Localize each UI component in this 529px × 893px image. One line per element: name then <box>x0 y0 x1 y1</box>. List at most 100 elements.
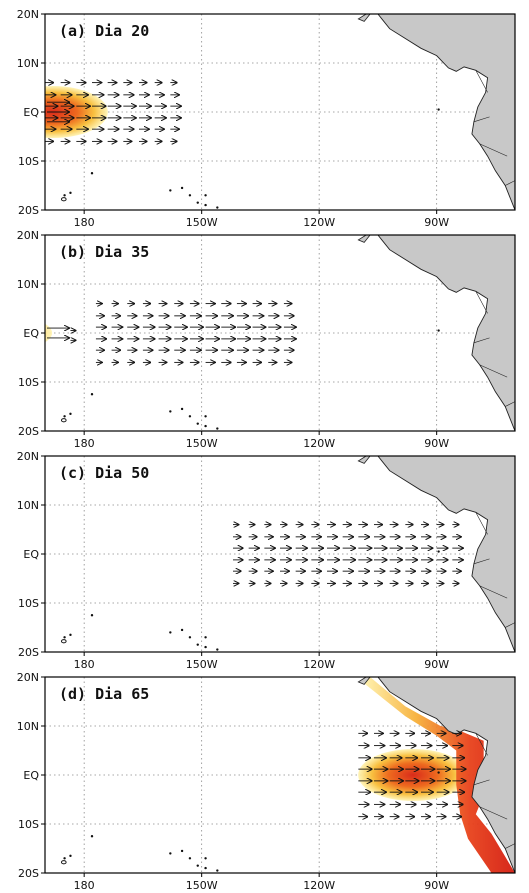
country-border <box>475 512 488 535</box>
country-border <box>479 364 508 378</box>
longitude-tick-label: 90W <box>424 437 449 450</box>
latitude-tick-label: 10N <box>17 499 39 512</box>
island-dot <box>196 643 199 646</box>
latitude-tick-label: 20N <box>17 8 39 21</box>
island-dot <box>63 857 66 860</box>
latitude-tick-label: 10S <box>18 818 39 831</box>
country-border <box>473 558 490 565</box>
island-dot <box>90 172 94 175</box>
latitude-tick-label: 20S <box>18 867 39 880</box>
country-border <box>473 116 490 123</box>
island-dot <box>69 854 72 858</box>
country-border <box>473 337 490 344</box>
island-dot <box>169 852 172 855</box>
island-dot <box>216 427 219 430</box>
panel-map-area <box>45 14 515 210</box>
country-border <box>473 779 490 786</box>
longitude-tick-label: 150W <box>186 879 218 892</box>
island-dot <box>437 771 440 774</box>
country-border <box>479 585 508 599</box>
panel-label: (c) Dia 50 <box>59 464 149 482</box>
island-dot <box>90 835 94 838</box>
longitude-tick-label: 90W <box>424 879 449 892</box>
island-dot <box>180 407 184 411</box>
latitude-tick-label: EQ <box>23 769 39 782</box>
island-outline <box>61 639 67 644</box>
island-dot <box>437 329 440 332</box>
island-dot <box>204 415 207 418</box>
country-border <box>505 843 515 849</box>
longitude-tick-label: 90W <box>424 216 449 229</box>
country-border <box>475 291 488 314</box>
latitude-tick-label: 20N <box>17 229 39 242</box>
sst-anomaly-patch <box>45 86 108 138</box>
panel-label: (b) Dia 35 <box>59 243 149 261</box>
coastal-anomaly-band <box>362 677 515 873</box>
latitude-tick-label: 20S <box>18 204 39 217</box>
latitude-tick-label: EQ <box>23 327 39 340</box>
island-dot <box>90 393 94 396</box>
baja-landmass <box>357 14 371 22</box>
island-dot <box>69 191 72 195</box>
latitude-tick-label: 10N <box>17 278 39 291</box>
island-dot <box>169 189 172 192</box>
island-outline <box>61 418 67 423</box>
panel-map-area <box>45 456 515 652</box>
longitude-tick-label: 120W <box>303 658 335 671</box>
latitude-tick-label: 20S <box>18 646 39 659</box>
longitude-tick-label: 120W <box>303 216 335 229</box>
island-dot <box>196 864 199 867</box>
island-dot <box>69 412 72 416</box>
baja-landmass <box>357 235 371 243</box>
south-america-landmass <box>377 235 515 431</box>
latitude-tick-label: 20N <box>17 450 39 463</box>
island-dot <box>169 631 172 634</box>
island-dot <box>437 108 440 111</box>
map-panel-b: 20N 10N EQ 10S 20S 180 150W 120W 90W (b) Dia 35 <box>17 229 516 450</box>
latitude-tick-label: 10N <box>17 57 39 70</box>
country-border <box>505 622 515 628</box>
south-america-landmass <box>377 14 515 210</box>
island-dot <box>204 424 207 428</box>
island-dot <box>180 186 184 190</box>
country-border <box>479 143 508 157</box>
island-dot <box>196 422 199 425</box>
island-dot <box>204 636 207 639</box>
panel-label: (a) Dia 20 <box>59 22 149 40</box>
island-dot <box>188 415 192 418</box>
sst-anomaly-patch <box>358 749 469 801</box>
longitude-tick-label: 150W <box>186 216 218 229</box>
island-dot <box>188 194 192 197</box>
island-outline <box>61 197 67 202</box>
latitude-tick-label: 20N <box>17 671 39 684</box>
longitude-tick-label: 180 <box>74 879 95 892</box>
island-dot <box>204 857 207 860</box>
longitude-tick-label: 120W <box>303 879 335 892</box>
longitude-tick-label: 180 <box>74 216 95 229</box>
island-dot <box>216 869 219 872</box>
longitude-tick-label: 180 <box>74 437 95 450</box>
country-border <box>505 180 515 186</box>
longitude-tick-label: 180 <box>74 658 95 671</box>
latitude-tick-label: 20S <box>18 425 39 438</box>
panel-label: (d) Dia 65 <box>59 685 149 703</box>
panel-map-area <box>45 235 515 431</box>
island-dot <box>196 201 199 204</box>
latitude-tick-label: 10S <box>18 376 39 389</box>
island-dot <box>180 849 184 853</box>
island-dot <box>69 633 72 637</box>
island-dot <box>204 645 207 649</box>
country-border <box>479 806 508 820</box>
longitude-tick-label: 120W <box>303 437 335 450</box>
panel-map-area <box>45 677 515 873</box>
country-border <box>505 401 515 407</box>
island-dot <box>437 550 440 553</box>
island-dot <box>169 410 172 413</box>
latitude-tick-label: 10N <box>17 720 39 733</box>
longitude-tick-label: 90W <box>424 658 449 671</box>
island-dot <box>204 194 207 197</box>
island-dot <box>204 203 207 207</box>
island-dot <box>63 194 66 197</box>
latitude-tick-label: 10S <box>18 155 39 168</box>
island-dot <box>188 857 192 860</box>
